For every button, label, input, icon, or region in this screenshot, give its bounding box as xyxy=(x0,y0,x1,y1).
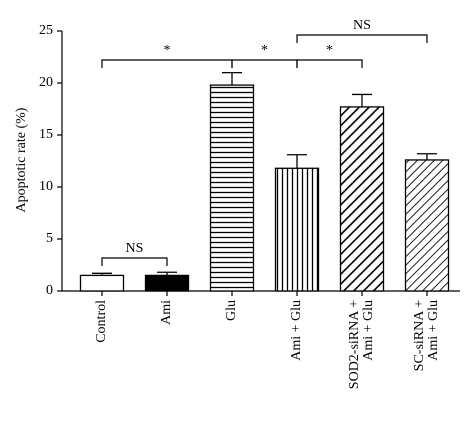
significance-bracket xyxy=(101,59,233,68)
bar xyxy=(339,106,385,292)
x-tick-label: SOD2-siRNA +Ami + Glu xyxy=(347,300,376,389)
significance-label: NS xyxy=(353,18,371,33)
y-tick-label: 20 xyxy=(39,75,53,90)
x-tick-label: Glu xyxy=(224,300,239,321)
bar xyxy=(144,274,190,292)
bar xyxy=(209,84,255,292)
x-tick-label: Ami + Glu xyxy=(289,300,304,361)
y-tick-label: 5 xyxy=(46,231,53,246)
x-tick-label: SC-siRNA +Ami + Glu xyxy=(412,300,441,371)
y-tick-label: 0 xyxy=(46,283,53,298)
y-tick-label: 10 xyxy=(39,179,53,194)
significance-label: * xyxy=(326,43,333,58)
significance-label: * xyxy=(164,43,171,58)
significance-bracket xyxy=(296,34,428,43)
significance-bracket xyxy=(231,59,298,68)
x-tick-label: Ami xyxy=(159,300,174,325)
y-axis-label: Apoptotic rate (%) xyxy=(14,107,29,212)
y-tick-label: 15 xyxy=(39,127,53,142)
x-tick-label: Control xyxy=(94,300,109,343)
bar xyxy=(79,274,125,292)
significance-label: NS xyxy=(126,241,144,256)
significance-bracket xyxy=(101,257,168,266)
bar xyxy=(404,159,450,292)
bar xyxy=(274,167,320,292)
significance-label: * xyxy=(261,43,268,58)
significance-bracket xyxy=(296,59,363,68)
y-tick-label: 25 xyxy=(39,23,53,38)
